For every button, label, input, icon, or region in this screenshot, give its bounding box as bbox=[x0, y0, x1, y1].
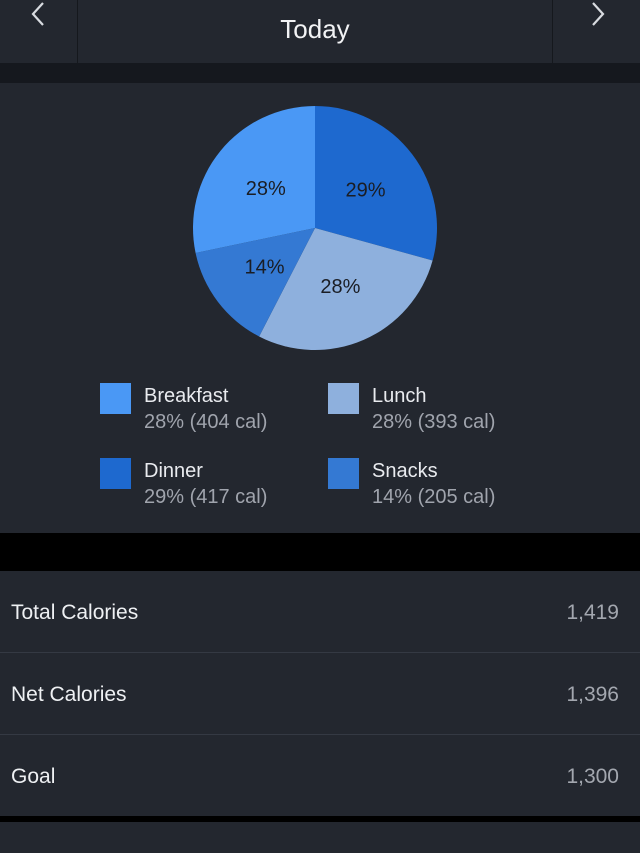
section-spacer bbox=[0, 533, 640, 571]
calorie-pie-chart: 29% 28% 14% 28% bbox=[193, 106, 437, 350]
chevron-left-icon bbox=[31, 1, 44, 26]
pie-slice-snacks bbox=[195, 228, 315, 337]
header-divider bbox=[552, 0, 553, 63]
pie-slice-breakfast bbox=[193, 106, 315, 253]
section-spacer bbox=[0, 816, 640, 822]
stat-label: Net Calories bbox=[11, 683, 127, 706]
legend-label: Snacks bbox=[372, 460, 438, 482]
chevron-right-icon bbox=[591, 1, 604, 26]
legend-value: 28% (404 cal) bbox=[144, 411, 268, 433]
legend-label: Dinner bbox=[144, 460, 203, 482]
legend-swatch bbox=[100, 383, 131, 414]
pie-label-breakfast: 28% bbox=[246, 178, 286, 200]
meal-breakdown-card: 29% 28% 14% 28% Breakfast 28% (404 cal) Lun… bbox=[0, 83, 640, 533]
stat-value: 1,300 bbox=[566, 765, 619, 788]
legend-label: Lunch bbox=[372, 385, 427, 407]
stat-label: Total Calories bbox=[11, 601, 139, 624]
bottom-section bbox=[0, 822, 640, 853]
legend-value: 28% (393 cal) bbox=[372, 411, 496, 433]
legend-value: 14% (205 cal) bbox=[372, 486, 496, 508]
stat-label: Goal bbox=[11, 765, 56, 788]
pie-slice-lunch bbox=[259, 228, 433, 350]
next-day-button[interactable] bbox=[553, 0, 640, 63]
total-calories-row[interactable]: Total Calories 1,419 bbox=[0, 571, 640, 653]
legend-swatch bbox=[328, 383, 359, 414]
legend-item-breakfast: Breakfast 28% (404 cal) bbox=[100, 383, 340, 443]
legend-swatch bbox=[328, 458, 359, 489]
legend-item-dinner: Dinner 29% (417 cal) bbox=[100, 458, 340, 518]
pie-label-snacks: 14% bbox=[245, 256, 285, 278]
pie-slice-dinner bbox=[315, 106, 437, 261]
net-calories-row[interactable]: Net Calories 1,396 bbox=[0, 653, 640, 735]
legend-item-lunch: Lunch 28% (393 cal) bbox=[328, 383, 568, 443]
header-divider bbox=[77, 0, 78, 63]
page-title: Today bbox=[280, 14, 350, 44]
legend-value: 29% (417 cal) bbox=[144, 486, 268, 508]
goal-row[interactable]: Goal 1,300 bbox=[0, 735, 640, 816]
legend-swatch bbox=[100, 458, 131, 489]
pie-label-dinner: 29% bbox=[345, 180, 385, 202]
date-header: Today bbox=[0, 0, 640, 63]
legend-label: Breakfast bbox=[144, 385, 229, 407]
calorie-summary-list: Total Calories 1,419 Net Calories 1,396 … bbox=[0, 571, 640, 816]
stat-value: 1,419 bbox=[566, 601, 619, 624]
legend-item-snacks: Snacks 14% (205 cal) bbox=[328, 458, 568, 518]
stat-value: 1,396 bbox=[566, 683, 619, 706]
pie-label-lunch: 28% bbox=[320, 276, 360, 298]
section-spacer bbox=[0, 63, 640, 83]
previous-day-button[interactable] bbox=[0, 0, 77, 63]
